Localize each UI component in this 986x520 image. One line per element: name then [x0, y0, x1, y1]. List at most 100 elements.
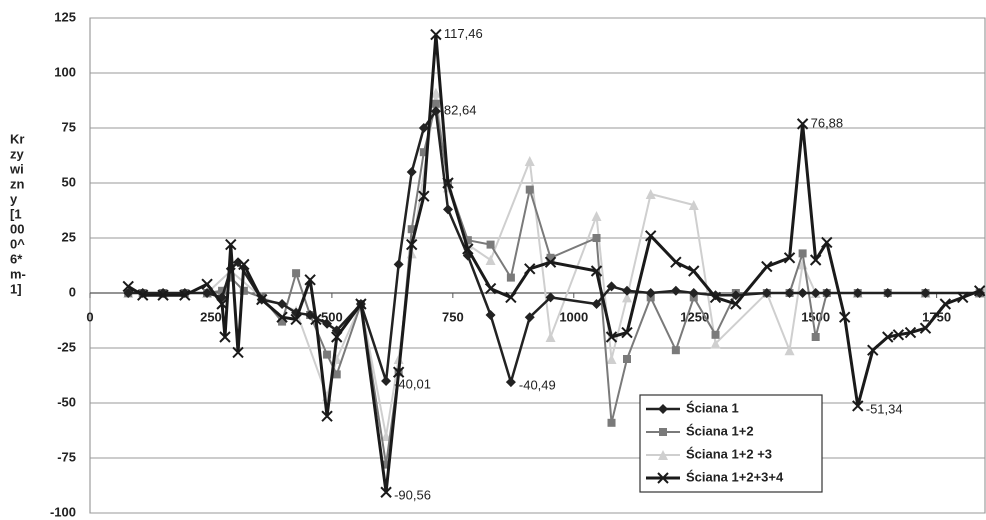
data-label: -90,56: [394, 488, 431, 503]
data-label: 117,46: [444, 26, 483, 41]
point: [321, 410, 333, 422]
legend: Ściana 1 Ściana 1+2 Ściana 1+2 +3 Ściana 1+…: [639, 394, 823, 493]
data-label: -51,34: [866, 401, 903, 416]
y-tick-label: 25: [62, 229, 76, 244]
point: [730, 290, 741, 301]
y-axis-label: m-: [10, 266, 26, 281]
legend-label: Ściana 1: [686, 400, 739, 415]
point: [443, 204, 453, 215]
point: [904, 326, 917, 339]
point: [382, 460, 391, 469]
point: [524, 263, 536, 275]
point: [393, 259, 404, 270]
point: [688, 200, 699, 210]
point: [892, 329, 905, 341]
point: [226, 273, 235, 282]
point: [310, 313, 322, 326]
point: [671, 346, 680, 355]
y-tick-label: -50: [57, 394, 76, 409]
point: [796, 118, 809, 130]
point: [202, 288, 213, 298]
x-tick-label: 250: [200, 309, 222, 324]
point: [292, 269, 301, 278]
point: [605, 331, 618, 343]
y-axis-label: wi: [9, 161, 24, 176]
y-axis-label: zn: [10, 176, 25, 191]
y-tick-label: 75: [62, 119, 76, 134]
point: [484, 282, 497, 295]
y-axis-label: y: [10, 191, 18, 206]
point: [852, 288, 863, 298]
point: [276, 311, 288, 323]
point: [238, 258, 250, 271]
point: [406, 238, 418, 251]
y-axis-label: 1]: [10, 281, 22, 296]
y-axis-label: [1: [10, 206, 22, 221]
point: [219, 331, 231, 343]
point: [431, 99, 440, 108]
point: [485, 255, 496, 265]
point: [355, 298, 367, 310]
point: [323, 350, 332, 359]
point: [122, 280, 134, 293]
point: [381, 431, 392, 441]
point: [485, 310, 496, 320]
point: [290, 313, 302, 326]
point: [920, 288, 931, 298]
point: [670, 256, 682, 268]
point: [670, 285, 681, 296]
point: [256, 293, 268, 306]
point: [524, 156, 535, 166]
point: [430, 87, 441, 98]
y-tick-label: 100: [54, 64, 76, 79]
point: [867, 344, 879, 356]
y-axis-label: Kr: [10, 131, 24, 146]
point: [606, 281, 617, 292]
point: [418, 190, 430, 202]
point: [506, 273, 515, 282]
y-tick-label: -25: [57, 339, 76, 354]
point: [332, 370, 341, 379]
point: [419, 148, 428, 157]
y-tick-label: 50: [62, 174, 76, 189]
x-tick-label: 0: [86, 309, 93, 324]
point: [505, 291, 517, 304]
legend-label: Ściana 1+2: [686, 423, 754, 438]
point: [811, 333, 820, 341]
point: [218, 286, 227, 295]
point: [709, 291, 722, 304]
point: [783, 252, 796, 264]
point: [852, 400, 864, 412]
point: [623, 355, 631, 363]
legend-label: Ściana 1+2+3+4: [686, 469, 784, 484]
y-tick-label: -75: [57, 449, 76, 464]
point: [730, 298, 742, 310]
point: [761, 288, 772, 298]
point: [304, 274, 316, 286]
legend-label: Ściana 1+2 +3: [686, 446, 772, 461]
point: [710, 338, 721, 349]
point: [525, 185, 534, 194]
point: [430, 106, 441, 117]
point: [463, 236, 472, 245]
point: [524, 312, 535, 323]
point: [462, 243, 474, 255]
y-axis-label: 00: [10, 221, 24, 236]
point: [821, 288, 832, 298]
point: [505, 377, 516, 388]
point: [225, 238, 237, 251]
x-tick-label: 1500: [801, 309, 830, 324]
point: [622, 285, 632, 296]
point: [442, 177, 454, 189]
point: [606, 354, 617, 364]
point: [544, 256, 557, 268]
point: [430, 28, 442, 41]
point: [232, 346, 244, 359]
point: [322, 318, 333, 329]
point: [331, 331, 343, 343]
data-label: 76,88: [811, 115, 844, 130]
y-axis-label: zy: [10, 146, 25, 161]
point: [407, 225, 416, 234]
point: [882, 288, 893, 298]
point: [591, 299, 602, 309]
